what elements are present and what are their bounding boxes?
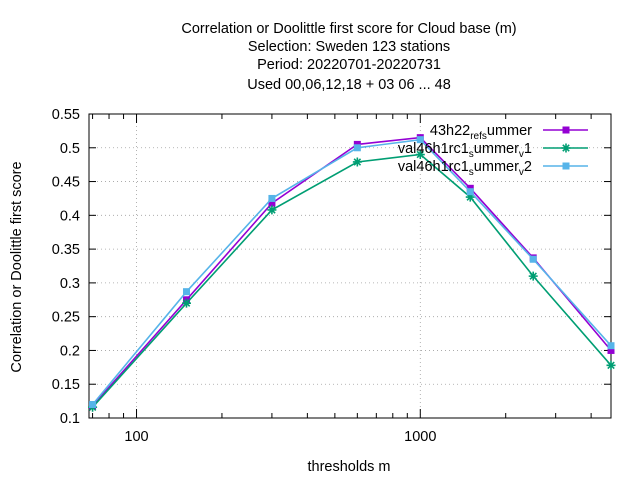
data-point — [466, 188, 474, 196]
axes: 0.1 0.15 0.2 0.25 0.3 0.35 0.4 0.45 0.5 0.55 100 10… — [52, 107, 612, 445]
y-tick-label: 0.25 — [52, 310, 80, 326]
data-point — [182, 288, 190, 296]
legend-label-part: 1 — [524, 141, 532, 157]
data-point — [562, 162, 570, 170]
title-line-3: Period: 20220701-20220731 — [257, 57, 441, 73]
series-line — [92, 136, 612, 407]
legend-label: val46h1rc1summerv1 — [398, 141, 532, 160]
data-point — [562, 126, 570, 134]
series-line — [92, 153, 612, 408]
data-point — [607, 342, 615, 350]
legend-label-part: val46h1rc1 — [398, 141, 469, 157]
data-point — [465, 192, 475, 202]
legend-label: val46h1rc1summerv2 — [398, 159, 532, 178]
x-tick-label: 100 — [124, 429, 148, 445]
grid — [89, 114, 611, 418]
y-tick-label: 0.35 — [52, 242, 80, 258]
chart-title: Correlation or Doolittle first score for… — [181, 21, 516, 93]
data-point — [606, 360, 616, 370]
y-tick-label: 0.5 — [60, 141, 80, 157]
legend-entry-1: 43h22refsummer — [430, 123, 588, 142]
legend-entry-2: val46h1rc1summerv1 — [398, 141, 588, 160]
legend-label-part: ref — [470, 131, 482, 142]
legend-label-part: 2 — [524, 159, 532, 175]
plot-frame — [88, 113, 612, 419]
y-tick-label: 0.3 — [60, 276, 80, 292]
data-point — [181, 298, 191, 308]
legend-label-part: 43h22 — [430, 123, 470, 139]
y-tick-label: 0.55 — [52, 107, 80, 123]
data-point — [268, 199, 276, 207]
series-2 — [88, 150, 616, 412]
legend-label-part: s — [482, 131, 487, 142]
data-point — [529, 255, 537, 263]
data-point — [267, 205, 277, 215]
y-tick-label: 0.45 — [52, 175, 80, 191]
data-point — [352, 157, 362, 167]
legend-label-part: ummer — [474, 141, 519, 157]
legend-label-part: v — [519, 167, 524, 178]
series-line — [91, 138, 612, 406]
data-point — [89, 400, 97, 408]
legend-label-part: val46h1rc1 — [398, 159, 469, 175]
legend-label-part: s — [469, 167, 474, 178]
legend-entry-3: val46h1rc1summerv2 — [398, 159, 588, 178]
x-tick-label: 1000 — [404, 429, 436, 445]
data-point — [561, 143, 571, 153]
y-tick-label: 0.15 — [52, 377, 80, 393]
y-tick-label: 0.2 — [60, 343, 80, 359]
legend-label-part: v — [519, 149, 524, 160]
legend-label: 43h22refsummer — [430, 123, 532, 142]
legend-label-part: ummer — [487, 123, 532, 139]
title-line-2: Selection: Sweden 123 stations — [248, 39, 450, 55]
y-tick-label: 0.1 — [60, 411, 80, 427]
legend: 43h22refsummerval46h1rc1summerv1val46h1r… — [398, 123, 588, 178]
series-1 — [89, 134, 615, 410]
data-point — [415, 150, 425, 160]
legend-label-part: ummer — [474, 159, 519, 175]
data-point — [528, 271, 538, 281]
series-3 — [89, 136, 615, 408]
data-point — [607, 346, 615, 354]
y-axis-label: Correlation or Doolittle first score — [9, 161, 25, 372]
data-point — [416, 136, 424, 144]
title-line-4: Used 00,06,12,18 + 03 06 ... 48 — [247, 77, 451, 93]
data-point — [353, 144, 361, 152]
x-axis-label: thresholds m — [307, 459, 390, 475]
y-tick-label: 0.4 — [60, 208, 80, 224]
series-lines — [88, 134, 616, 412]
title-line-1: Correlation or Doolittle first score for… — [181, 21, 516, 37]
data-point — [268, 194, 276, 202]
legend-label-part: s — [469, 149, 474, 160]
